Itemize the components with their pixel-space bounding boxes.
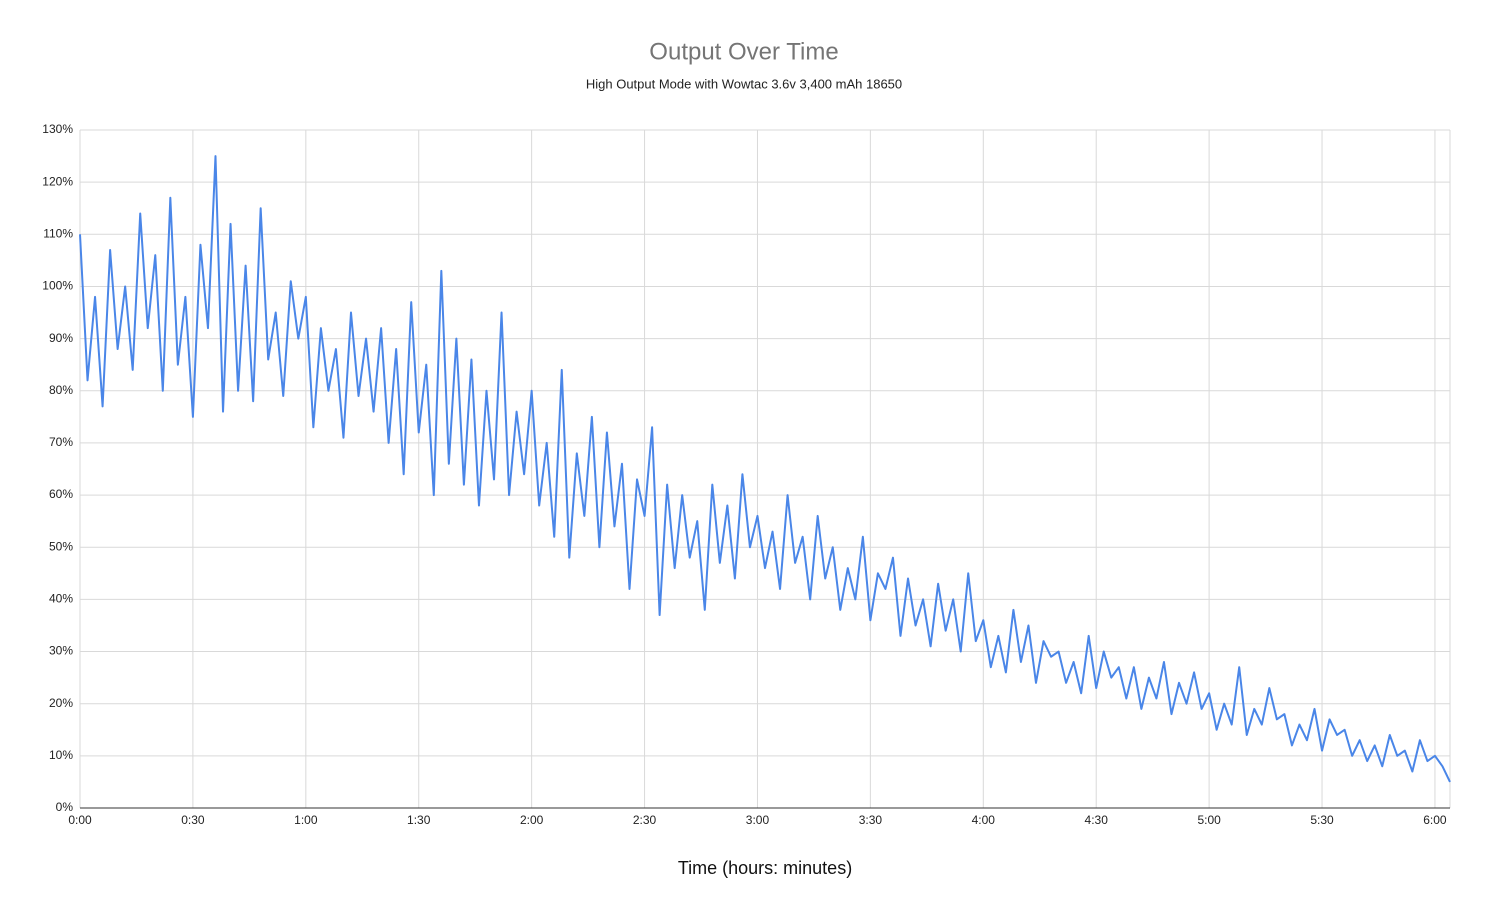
y-tick-label: 10% (49, 748, 73, 762)
x-tick-label: 3:30 (859, 813, 883, 827)
y-tick-label: 110% (43, 226, 73, 240)
y-tick-label: 120% (42, 174, 73, 188)
y-tick-label: 30% (49, 644, 73, 658)
x-tick-label: 0:30 (181, 813, 205, 827)
data-line (79, 155, 1451, 783)
y-tick-label: 50% (49, 539, 73, 553)
x-tick-label: 0:00 (68, 813, 92, 827)
y-tick-label: 0% (56, 800, 74, 814)
x-tick-label: 5:00 (1197, 813, 1221, 827)
x-tick-label: 2:00 (520, 813, 544, 827)
y-tick-label: 80% (49, 383, 73, 397)
x-tick-label: 6:00 (1423, 813, 1447, 827)
y-tick-label: 20% (49, 696, 73, 710)
y-tick-label: 100% (42, 279, 73, 293)
chart-title: Output Over Time (649, 38, 838, 65)
y-tick-label: 90% (49, 331, 73, 345)
x-tick-label: 1:00 (294, 813, 318, 827)
y-tick-label: 70% (49, 435, 73, 449)
x-tick-label: 4:30 (1085, 813, 1109, 827)
y-tick-label: 130% (42, 122, 73, 136)
y-tick-label: 60% (49, 487, 73, 501)
x-tick-label: 3:00 (746, 813, 770, 827)
chart-subtitle: High Output Mode with Wowtac 3.6v 3,400 … (586, 76, 902, 91)
y-tick-label: 40% (49, 592, 73, 606)
x-tick-label: 2:30 (633, 813, 657, 827)
x-tick-label: 5:30 (1310, 813, 1334, 827)
x-tick-label: 1:30 (407, 813, 431, 827)
x-tick-label: 4:00 (972, 813, 996, 827)
x-axis-label: Time (hours: minutes) (678, 858, 852, 878)
